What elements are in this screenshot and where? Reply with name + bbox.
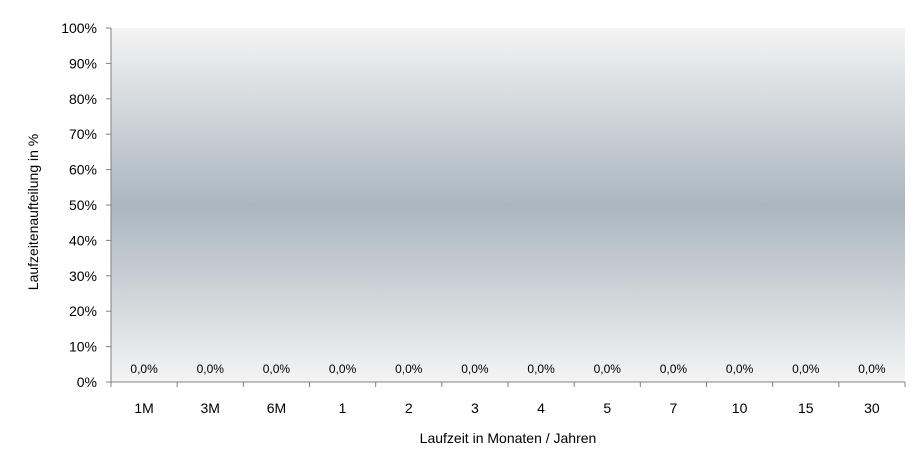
data-label: 0,0% <box>527 362 555 376</box>
y-tick-label: 30% <box>69 268 97 284</box>
x-tick-label: 6M <box>267 400 286 416</box>
x-tick-label: 15 <box>798 400 814 416</box>
data-label: 0,0% <box>395 362 423 376</box>
x-tick-label: 7 <box>670 400 678 416</box>
data-label: 0,0% <box>726 362 754 376</box>
x-axis: 1M 3M 6M 1 2 3 4 5 7 10 15 30 <box>110 381 906 416</box>
data-label: 0,0% <box>858 362 886 376</box>
y-tick-label: 80% <box>69 91 97 107</box>
data-label: 0,0% <box>461 362 489 376</box>
data-label: 0,0% <box>660 362 688 376</box>
plot-area-background <box>111 28 905 382</box>
y-tick-label: 10% <box>69 339 97 355</box>
data-label: 0,0% <box>263 362 291 376</box>
data-label: 0,0% <box>594 362 622 376</box>
data-label: 0,0% <box>329 362 357 376</box>
y-tick-label: 60% <box>69 162 97 178</box>
x-tick-label: 1M <box>134 400 153 416</box>
y-axis-title: Laufzeitenaufteilung in % <box>25 134 41 290</box>
x-tick-label: 4 <box>537 400 545 416</box>
data-label: 0,0% <box>197 362 225 376</box>
x-tick-label: 30 <box>864 400 880 416</box>
x-tick-label: 10 <box>732 400 748 416</box>
y-tick-label: 90% <box>69 55 97 71</box>
y-tick-label: 40% <box>69 232 97 248</box>
x-tick-label: 5 <box>603 400 611 416</box>
x-tick-label: 2 <box>405 400 413 416</box>
y-tick-label: 20% <box>69 303 97 319</box>
x-tick-label: 3 <box>471 400 479 416</box>
data-labels: 0,0% 0,0% 0,0% 0,0% 0,0% 0,0% 0,0% 0,0% 0,0% 0,0%… <box>130 362 886 376</box>
x-tick-label: 1 <box>339 400 347 416</box>
data-label: 0,0% <box>130 362 158 376</box>
data-label: 0,0% <box>792 362 820 376</box>
y-tick-label: 0% <box>77 374 97 390</box>
x-tick-label: 3M <box>201 400 220 416</box>
x-axis-title: Laufzeit in Monaten / Jahren <box>420 430 597 446</box>
y-axis: 0% 10% 20% 30% 40% 50% 60% 70% 80% 90% 100% <box>61 20 112 390</box>
y-tick-label: 50% <box>69 197 97 213</box>
y-tick-label: 70% <box>69 126 97 142</box>
y-tick-label: 100% <box>61 20 97 36</box>
